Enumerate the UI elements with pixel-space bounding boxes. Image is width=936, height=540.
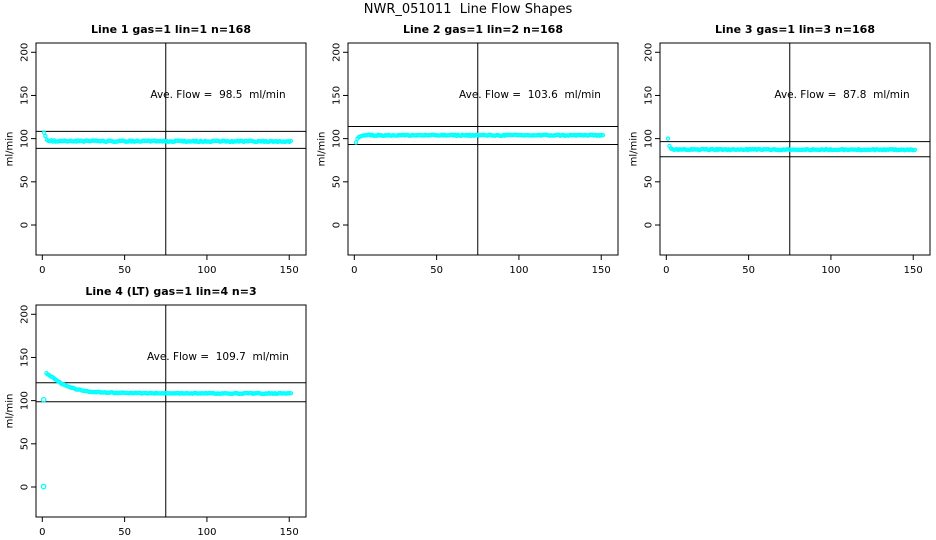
- svg-text:200: 200: [332, 43, 343, 62]
- figure-main-title: NWR_051011 Line Flow Shapes: [363, 2, 573, 17]
- panel-title: Line 4 (LT) gas=1 lin=4 n=3: [85, 285, 256, 298]
- y-axis: 0 50 100 150 200 ml/min: [5, 305, 36, 490]
- x-axis: 0 50 100 150: [351, 255, 611, 276]
- svg-text:ml/min: ml/min: [317, 132, 328, 167]
- svg-text:ml/min: ml/min: [5, 394, 16, 429]
- data-points: [353, 132, 606, 145]
- plot-box: [347, 42, 619, 256]
- svg-text:0: 0: [351, 265, 357, 276]
- svg-text:50: 50: [118, 527, 131, 538]
- svg-text:100: 100: [20, 129, 31, 148]
- svg-text:Line 4 (LT) gas=1 lin=4 n=3: Line 4 (LT) gas=1 lin=4 n=3: [85, 285, 256, 298]
- svg-text:50: 50: [118, 265, 131, 276]
- svg-text:0: 0: [20, 222, 31, 228]
- average-flow-annotation: Ave. Flow = 87.8 ml/min: [774, 89, 909, 101]
- average-flow-annotation: Ave. Flow = 109.7 ml/min: [147, 351, 289, 363]
- svg-text:Ave. Flow = 98.5 ml/min: Ave. Flow = 98.5 ml/min: [150, 89, 285, 101]
- svg-text:50: 50: [430, 265, 443, 276]
- svg-text:ml/min: ml/min: [5, 132, 16, 167]
- svg-text:200: 200: [644, 43, 655, 62]
- svg-text:50: 50: [742, 265, 755, 276]
- svg-text:Ave. Flow = 87.8 ml/min: Ave. Flow = 87.8 ml/min: [774, 89, 909, 101]
- plot-box: [659, 42, 931, 256]
- svg-text:0: 0: [663, 265, 669, 276]
- panel-title: Line 3 gas=1 lin=3 n=168: [715, 23, 875, 36]
- svg-text:150: 150: [20, 348, 31, 367]
- svg-text:0: 0: [644, 222, 655, 228]
- y-axis: 0 50 100 150 200 ml/min: [317, 43, 348, 228]
- svg-text:50: 50: [20, 437, 31, 450]
- svg-text:50: 50: [644, 175, 655, 188]
- x-axis: 0 50 100 150: [663, 255, 923, 276]
- svg-text:100: 100: [509, 265, 528, 276]
- svg-text:150: 150: [280, 265, 299, 276]
- svg-text:100: 100: [197, 265, 216, 276]
- svg-text:0: 0: [332, 222, 343, 228]
- data-points: [40, 370, 294, 490]
- svg-text:50: 50: [332, 175, 343, 188]
- svg-text:100: 100: [644, 129, 655, 148]
- svg-text:150: 150: [332, 86, 343, 105]
- reference-lines: [36, 43, 306, 255]
- x-axis: 0 50 100 150: [39, 255, 299, 276]
- x-axis: 0 50 100 150: [39, 517, 299, 538]
- plot-box: [35, 304, 307, 518]
- svg-text:0: 0: [39, 265, 45, 276]
- chart-panel-line-1: Line 1 gas=1 lin=1 n=168 0 50 100 150 0 50 100 1…: [5, 23, 307, 276]
- average-flow-annotation: Ave. Flow = 103.6 ml/min: [459, 89, 601, 101]
- data-points: [665, 136, 918, 153]
- panel-title: Line 2 gas=1 lin=2 n=168: [403, 23, 563, 36]
- chart-panel-line-3: Line 3 gas=1 lin=3 n=168 0 50 100 150 0 50 100 1…: [629, 23, 931, 276]
- reference-lines: [348, 43, 618, 255]
- svg-text:100: 100: [20, 391, 31, 410]
- svg-text:Ave. Flow = 109.7 ml/min: Ave. Flow = 109.7 ml/min: [147, 351, 289, 363]
- svg-text:200: 200: [20, 43, 31, 62]
- svg-text:200: 200: [20, 305, 31, 324]
- chart-panel-line-2: Line 2 gas=1 lin=2 n=168 0 50 100 150 0 50 100 1…: [317, 23, 619, 276]
- svg-text:150: 150: [20, 86, 31, 105]
- data-points: [41, 130, 294, 145]
- svg-text:100: 100: [197, 527, 216, 538]
- y-axis: 0 50 100 150 200 ml/min: [5, 43, 36, 228]
- plot-box: [35, 42, 307, 256]
- svg-text:50: 50: [20, 175, 31, 188]
- reference-lines: [36, 305, 306, 517]
- svg-text:150: 150: [904, 265, 923, 276]
- svg-text:150: 150: [644, 86, 655, 105]
- chart-panel-line-4: Line 4 (LT) gas=1 lin=4 n=3 0 50 100 150 0 50 1…: [5, 285, 307, 538]
- svg-text:ml/min: ml/min: [629, 132, 640, 167]
- panel-title: Line 1 gas=1 lin=1 n=168: [91, 23, 251, 36]
- svg-text:0: 0: [39, 527, 45, 538]
- y-axis: 0 50 100 150 200 ml/min: [629, 43, 660, 228]
- svg-text:150: 150: [280, 527, 299, 538]
- svg-text:0: 0: [20, 484, 31, 490]
- svg-text:Line 1 gas=1 lin=1 n=168: Line 1 gas=1 lin=1 n=168: [91, 23, 251, 36]
- svg-text:Line 2 gas=1 lin=2 n=168: Line 2 gas=1 lin=2 n=168: [403, 23, 563, 36]
- average-flow-annotation: Ave. Flow = 98.5 ml/min: [150, 89, 285, 101]
- svg-text:150: 150: [592, 265, 611, 276]
- svg-text:100: 100: [332, 129, 343, 148]
- svg-text:100: 100: [821, 265, 840, 276]
- svg-text:Line 3 gas=1 lin=3 n=168: Line 3 gas=1 lin=3 n=168: [715, 23, 875, 36]
- svg-text:Ave. Flow = 103.6 ml/min: Ave. Flow = 103.6 ml/min: [459, 89, 601, 101]
